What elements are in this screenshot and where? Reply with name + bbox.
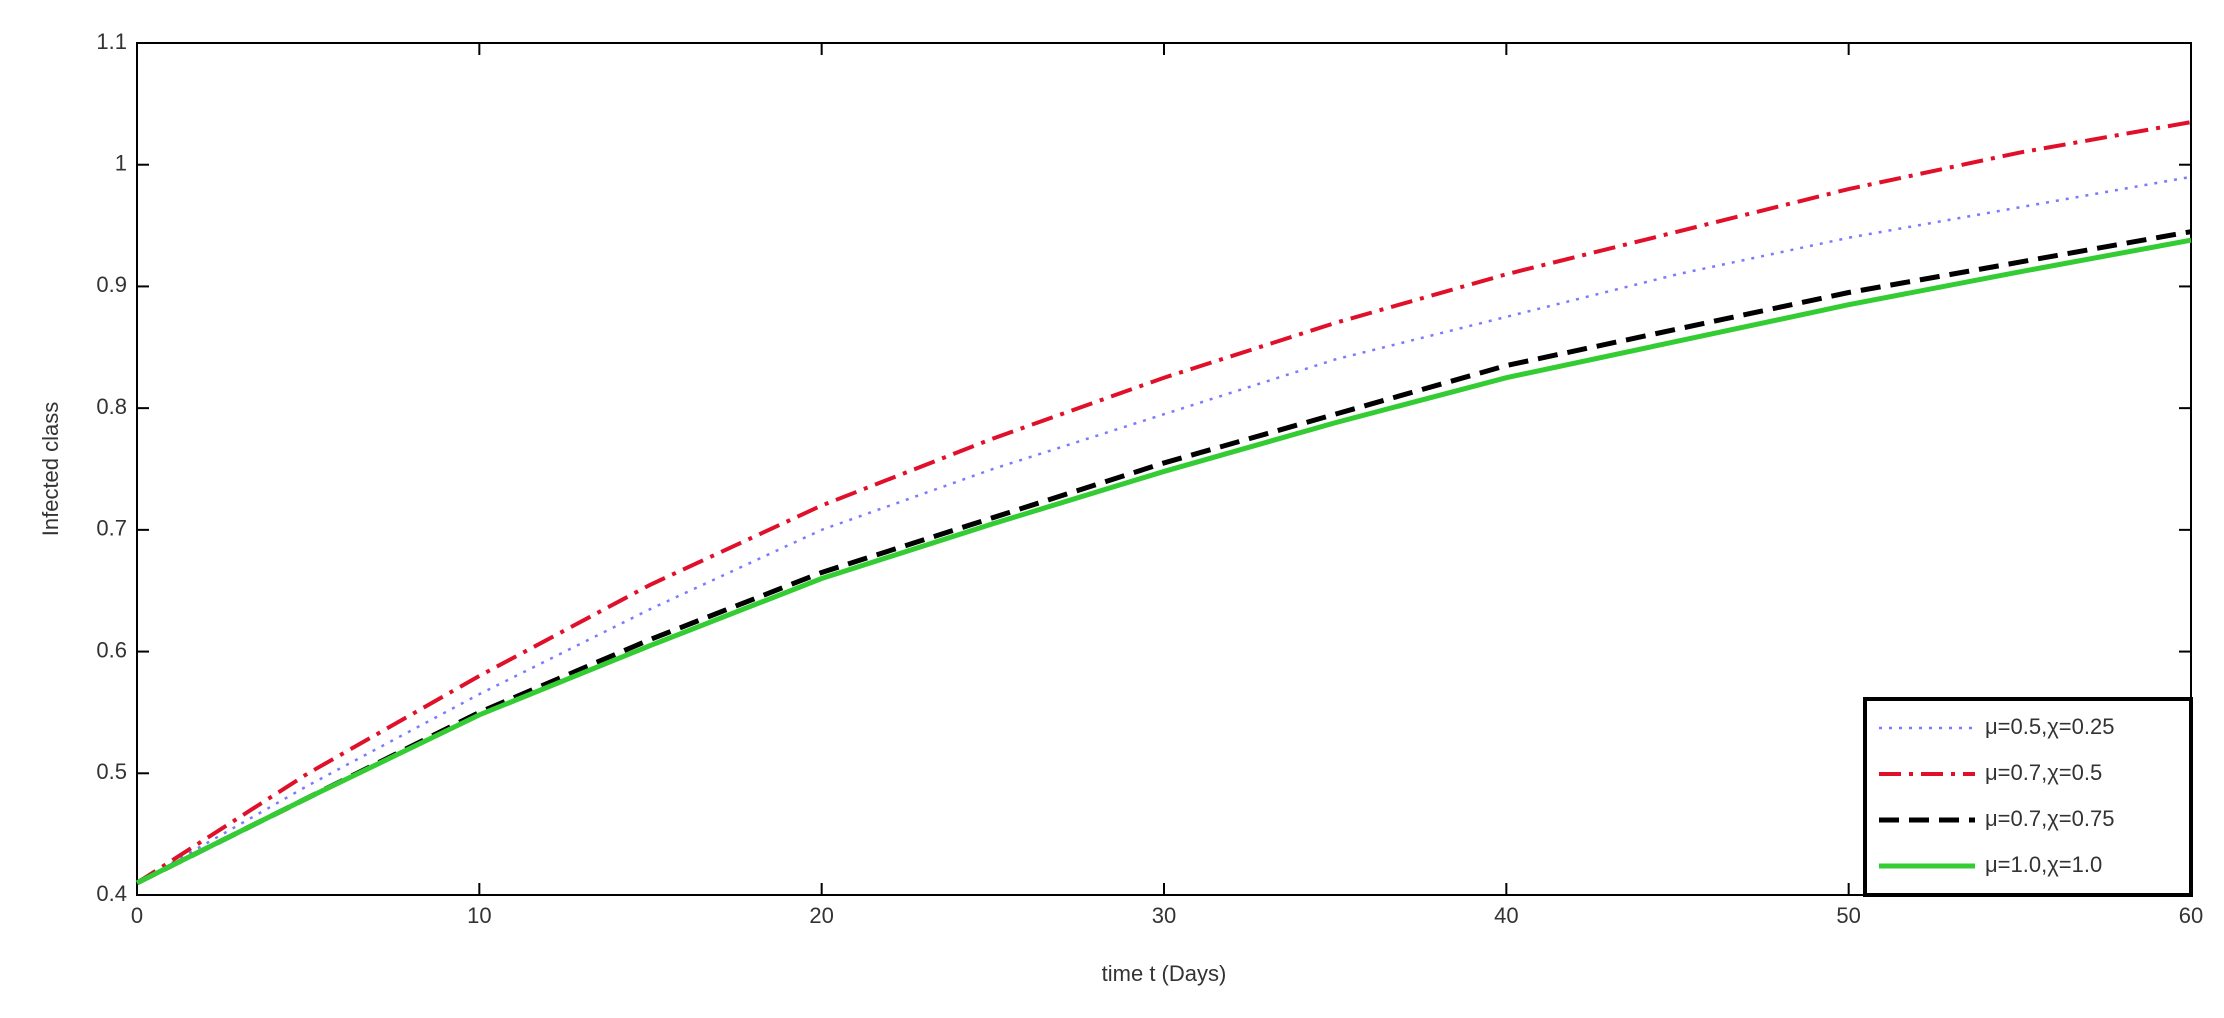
y-tick-label: 0.9: [96, 272, 127, 297]
legend-label: μ=1.0,χ=1.0: [1985, 852, 2102, 877]
x-axis-label: time t (Days): [1102, 961, 1227, 986]
x-tick-label: 20: [809, 903, 833, 928]
legend-box: [1863, 697, 2193, 897]
line-series: [135, 229, 2192, 886]
y-tick-label: 0.6: [96, 637, 127, 662]
line-series: [135, 237, 2192, 886]
x-tick-label: 60: [2179, 903, 2203, 928]
y-tick-label: 1.1: [96, 29, 127, 54]
x-tick-label: 0: [131, 903, 143, 928]
line-series: [135, 120, 2192, 885]
legend-label: μ=0.7,χ=0.5: [1985, 760, 2102, 785]
x-tick-label: 10: [467, 903, 491, 928]
legend-label: μ=0.5,χ=0.25: [1985, 714, 2114, 739]
line-series: [136, 175, 2192, 884]
y-tick-label: 0.8: [96, 394, 127, 419]
x-tick-label: 40: [1494, 903, 1518, 928]
x-tick-label: 30: [1152, 903, 1176, 928]
legend-label: μ=0.7,χ=0.75: [1985, 806, 2114, 831]
y-tick-label: 0.7: [96, 516, 127, 541]
y-tick-label: 1: [115, 151, 127, 176]
y-axis-label: Infected class: [38, 402, 63, 537]
y-tick-label: 0.5: [96, 759, 127, 784]
y-tick-label: 0.4: [96, 881, 127, 906]
x-tick-label: 50: [1836, 903, 1860, 928]
